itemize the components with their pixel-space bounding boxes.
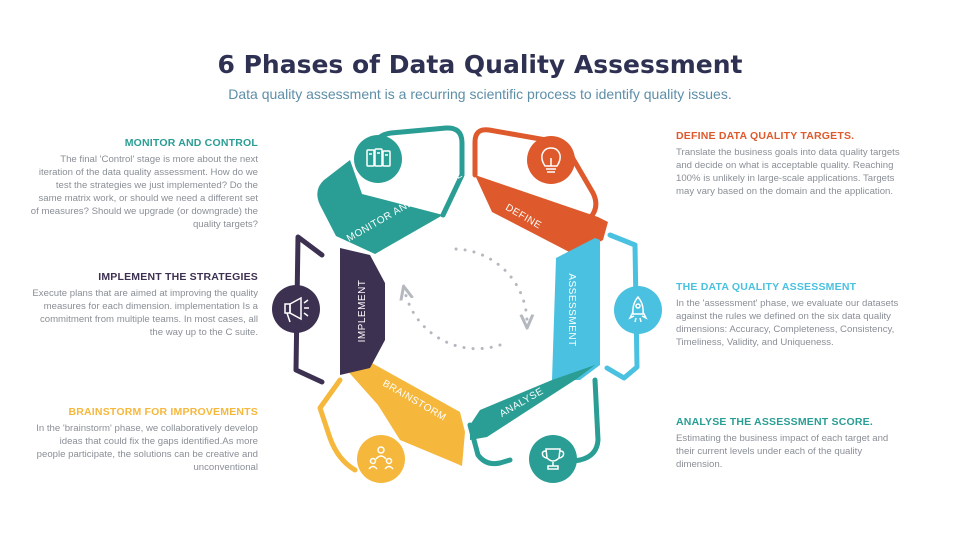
brainstorm-description: BRAINSTORM FOR IMPROVEMENTS In the 'brai… (30, 406, 258, 474)
segment-define: DEFINE (472, 127, 608, 255)
segment-monitor: MONITOR AND CONTROL (317, 125, 465, 254)
assessment-description: THE DATA QUALITY ASSESSMENT In the 'asse… (676, 281, 904, 349)
cycle-arrow-top (454, 247, 527, 322)
page-title: 6 Phases of Data Quality Assessment (217, 50, 743, 79)
assessment-text: In the 'assessment' phase, we evaluate o… (676, 298, 899, 348)
brainstorm-text: In the 'brainstorm' phase, we collaborat… (36, 423, 258, 473)
analyse-text: Estimating the business impact of each t… (676, 433, 889, 470)
monitor-heading: MONITOR AND CONTROL (124, 137, 258, 149)
monitor-description: MONITOR AND CONTROL The final 'Control' … (30, 137, 258, 231)
implement-description: IMPLEMENT THE STRATEGIES Execute plans t… (30, 271, 258, 339)
rocket-icon (628, 295, 648, 323)
segment-label-implement: IMPLEMENT (357, 280, 368, 343)
implement-heading: IMPLEMENT THE STRATEGIES (98, 271, 258, 283)
segment-brainstorm: BRAINSTORM (317, 362, 465, 483)
brainstorm-heading: BRAINSTORM FOR IMPROVEMENTS (68, 406, 258, 418)
lightbulb-icon (541, 147, 561, 173)
define-description: DEFINE DATA QUALITY TARGETS. Translate t… (676, 130, 904, 198)
assessment-heading: THE DATA QUALITY ASSESSMENT (676, 281, 857, 293)
cycle-arrow-bottom (405, 292, 502, 351)
segment-label-assessment: ASSESSMENT (566, 273, 577, 346)
documents-icon (366, 148, 391, 167)
megaphone-icon (284, 296, 309, 323)
segment-analyse: ANALYSE (467, 365, 601, 483)
analyse-heading: ANALYSE THE ASSESSMENT SCORE. (676, 416, 873, 428)
define-heading: DEFINE DATA QUALITY TARGETS. (676, 130, 855, 142)
page-subtitle: Data quality assessment is a recurring s… (228, 86, 732, 102)
analyse-description: ANALYSE THE ASSESSMENT SCORE. Estimating… (676, 416, 904, 471)
team-icon (368, 446, 394, 470)
segment-assessment: ASSESSMENT (552, 232, 662, 381)
segment-implement: IMPLEMENT (272, 234, 385, 385)
define-text: Translate the business goals into data q… (676, 147, 900, 197)
trophy-icon (541, 448, 565, 470)
monitor-text: The final 'Control' stage is more about … (30, 154, 258, 230)
implement-text: Execute plans that are aimed at improvin… (32, 288, 258, 338)
